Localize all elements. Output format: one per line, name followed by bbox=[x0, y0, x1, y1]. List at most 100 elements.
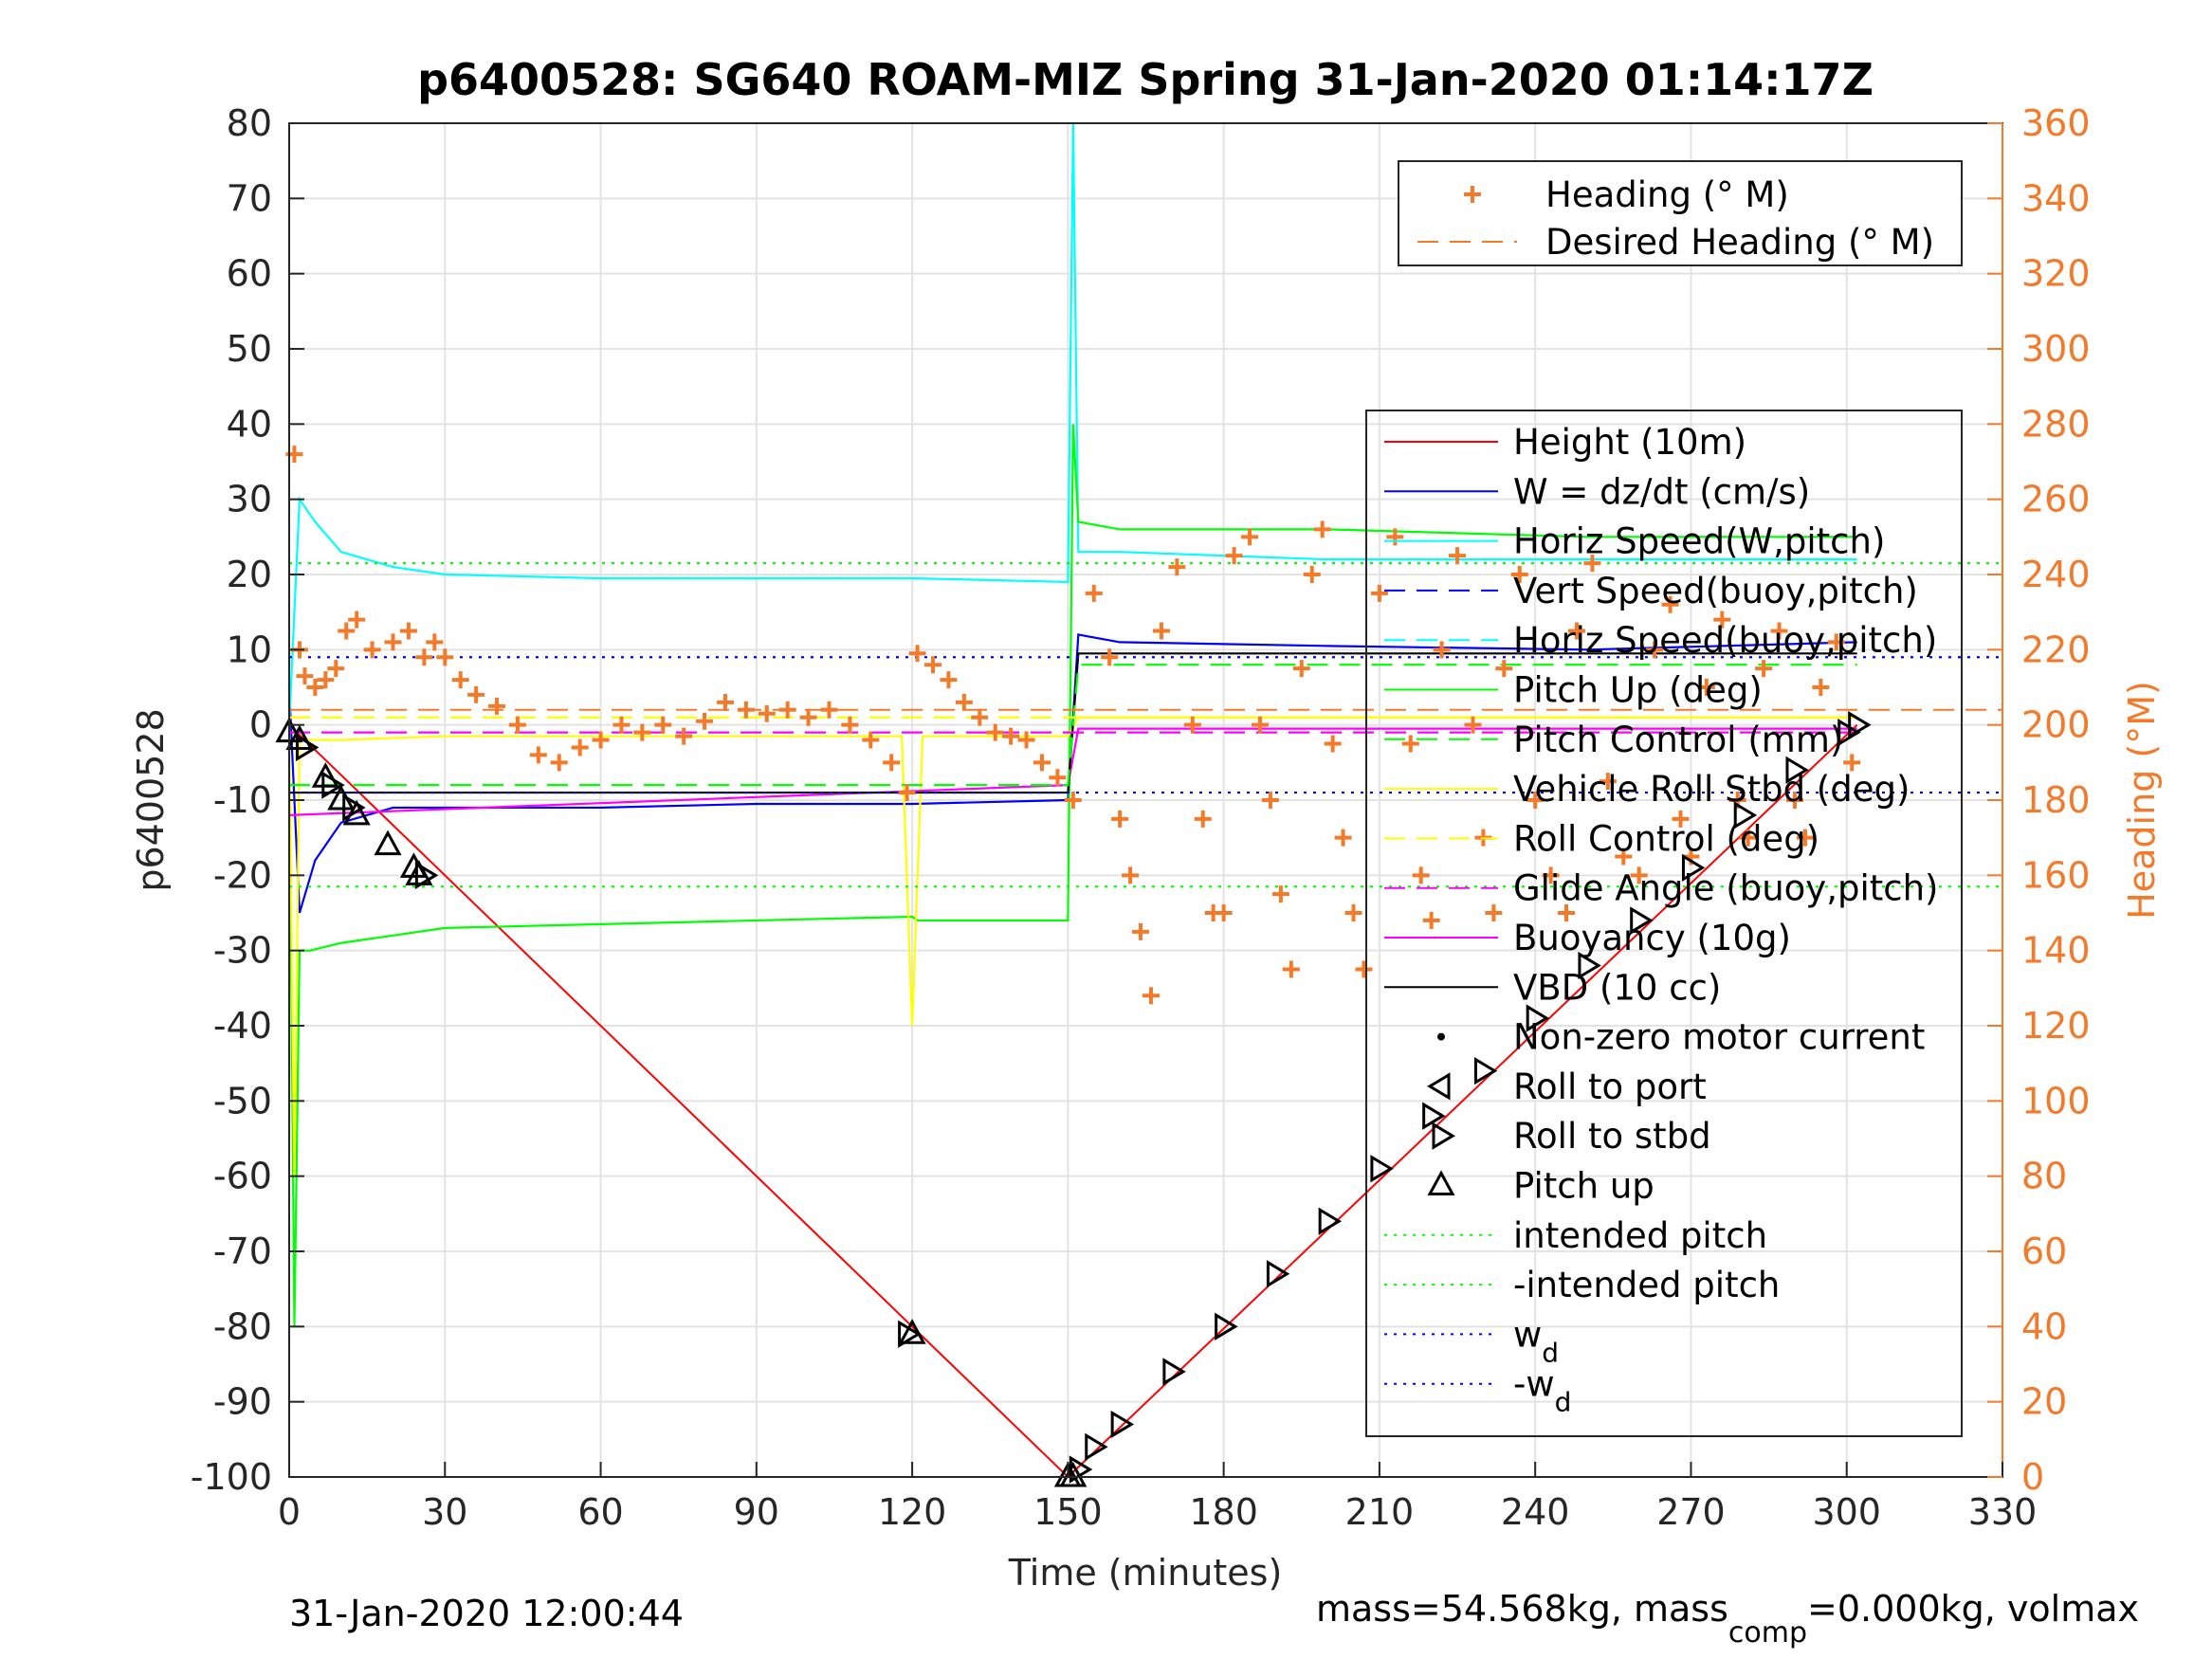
heading-point bbox=[971, 708, 989, 726]
heading-point bbox=[986, 723, 1004, 741]
heading-point bbox=[384, 633, 402, 651]
legend-label: Pitch Control (mm) bbox=[1513, 720, 1843, 760]
heading-point bbox=[898, 784, 916, 802]
left-tick-label: 60 bbox=[227, 253, 272, 295]
heading-point bbox=[883, 754, 901, 772]
heading-point bbox=[436, 648, 454, 666]
heading-point bbox=[1085, 584, 1103, 602]
heading-point bbox=[1510, 566, 1528, 583]
right-tick-label: 120 bbox=[2021, 1005, 2091, 1047]
left-tick-label: 30 bbox=[227, 479, 272, 520]
heading-point bbox=[1599, 773, 1617, 791]
right-tick-label: 240 bbox=[2021, 554, 2091, 595]
x-tick-label: 150 bbox=[1033, 1491, 1103, 1533]
heading-point bbox=[306, 679, 324, 696]
heading-point bbox=[348, 611, 366, 629]
right-tick-label: 340 bbox=[2021, 177, 2091, 219]
legend-label: W = dz/dt (cm/s) bbox=[1513, 471, 1810, 512]
footer-mass-post: =0.000kg, volmax bbox=[1807, 1588, 2139, 1630]
heading-point bbox=[1334, 829, 1352, 847]
heading-point bbox=[955, 693, 973, 711]
legend-label: Pitch up bbox=[1513, 1166, 1654, 1207]
series-line bbox=[287, 633, 1857, 914]
series-line bbox=[287, 424, 1857, 1327]
left-tick-label: -30 bbox=[213, 930, 272, 972]
footer-mass-sub: comp bbox=[1728, 1616, 1807, 1650]
legend-label: Desired Heading (° M) bbox=[1545, 222, 1934, 263]
legend-symbol bbox=[1427, 1072, 1451, 1101]
heading-point bbox=[1344, 904, 1362, 921]
roll-marker bbox=[321, 771, 345, 799]
heading-point bbox=[1033, 754, 1051, 772]
series-line bbox=[288, 727, 1857, 816]
heading-point bbox=[317, 671, 335, 689]
heading-point bbox=[1827, 633, 1845, 651]
heading-point bbox=[1303, 566, 1321, 583]
heading-point bbox=[1542, 866, 1560, 884]
legend-label: Vert Speed(buoy,pitch) bbox=[1513, 571, 1918, 611]
roll-marker bbox=[1473, 1056, 1498, 1085]
left-tick-label: 20 bbox=[227, 554, 272, 595]
legend-label: Buoyancy (10g) bbox=[1513, 918, 1791, 958]
heading-point bbox=[1485, 904, 1503, 921]
roll-marker bbox=[342, 793, 366, 822]
heading-point bbox=[1464, 716, 1482, 734]
footer-mass-pre: mass=54.568kg, mass bbox=[1316, 1588, 1728, 1630]
heading-point bbox=[1583, 555, 1601, 573]
heading-point bbox=[1739, 829, 1757, 847]
roll-marker bbox=[414, 861, 439, 889]
roll-marker bbox=[1630, 906, 1654, 935]
right-axis-label: Heading (°M) bbox=[2121, 681, 2163, 920]
legend-label: Roll to stbd bbox=[1513, 1116, 1711, 1157]
legend-label: Pitch Up (deg) bbox=[1513, 670, 1763, 711]
heading-point bbox=[488, 697, 506, 715]
heading-point bbox=[1142, 987, 1160, 1005]
heading-point bbox=[508, 716, 526, 734]
right-tick-label: 360 bbox=[2021, 102, 2091, 144]
heading-point bbox=[1755, 660, 1773, 678]
right-tick-label: 160 bbox=[2021, 854, 2091, 896]
right-tick-label: 280 bbox=[2021, 403, 2091, 445]
heading-point bbox=[1495, 660, 1513, 678]
heading-point bbox=[1672, 810, 1690, 828]
heading-point bbox=[1002, 727, 1020, 745]
legend-symbol bbox=[1427, 1170, 1455, 1195]
x-tick-label: 240 bbox=[1501, 1491, 1570, 1533]
heading-point bbox=[1313, 520, 1331, 538]
heading-point bbox=[1697, 679, 1715, 696]
legend-label: Horiz Speed(W,pitch) bbox=[1513, 521, 1885, 562]
legend-label: Roll to port bbox=[1513, 1066, 1707, 1107]
legend-label: Roll Control (deg) bbox=[1513, 818, 1819, 859]
legend-label: Height (10m) bbox=[1513, 422, 1746, 463]
heading-point bbox=[696, 712, 714, 730]
heading-point bbox=[1386, 528, 1404, 546]
legend-label: Non-zero motor current bbox=[1513, 1017, 1925, 1058]
left-tick-label: -10 bbox=[213, 779, 272, 821]
x-tick-label: 60 bbox=[577, 1491, 623, 1533]
right-tick-label: 100 bbox=[2021, 1080, 2091, 1121]
right-tick-label: 320 bbox=[2021, 253, 2091, 295]
legend-label: VBD (10 cc) bbox=[1513, 967, 1721, 1008]
legend-symbol bbox=[1437, 1032, 1445, 1041]
roll-marker bbox=[1681, 853, 1706, 883]
roll-marker bbox=[1578, 951, 1601, 980]
left-tick-label: -20 bbox=[213, 854, 272, 896]
legend-label-subscript: d bbox=[1542, 1337, 1559, 1368]
heading-point bbox=[1152, 622, 1170, 640]
left-axis-ticks: 80 70 60 50 40 30 20 10 0 -10 -20 -30 -40 -50 -60 -70 -8… bbox=[191, 102, 304, 1498]
heading-point bbox=[1661, 595, 1679, 613]
heading-point bbox=[467, 685, 485, 703]
heading-point bbox=[1567, 622, 1585, 640]
left-tick-label: -100 bbox=[191, 1456, 272, 1498]
legend-symbol bbox=[1432, 1121, 1455, 1150]
right-tick-label: 220 bbox=[2021, 629, 2091, 670]
roll-marker bbox=[1848, 711, 1872, 739]
series-line bbox=[287, 122, 1857, 725]
right-tick-label: 80 bbox=[2021, 1156, 2067, 1197]
x-tick-label: 30 bbox=[422, 1491, 467, 1533]
heading-point bbox=[820, 701, 838, 719]
left-tick-label: -90 bbox=[213, 1381, 272, 1423]
left-tick-label: -40 bbox=[213, 1005, 272, 1047]
footer-mass: mass=54.568kg, masscomp=0.000kg, volmax bbox=[1316, 1588, 2139, 1650]
